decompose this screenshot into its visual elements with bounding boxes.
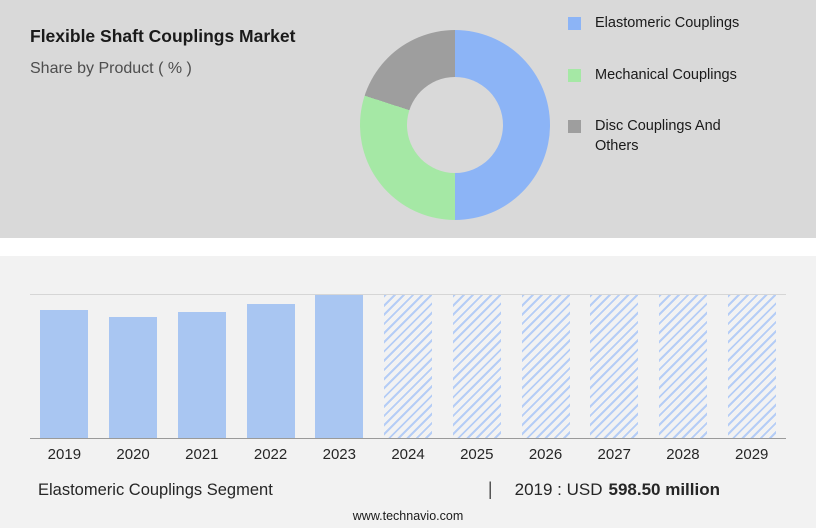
legend: Elastomeric Couplings Mechanical Couplin…: [568, 14, 767, 156]
value-bold: 598.50 million: [608, 480, 721, 499]
bar-label-2029: 2029: [735, 446, 769, 463]
bar-slot: [30, 295, 99, 438]
bar-2023: [315, 295, 364, 438]
legend-swatch-gray-icon: [568, 120, 581, 134]
bar-label-2028: 2028: [666, 446, 700, 463]
header: Flexible Shaft Couplings Market Share by…: [30, 26, 295, 78]
bar-labels-row: 2019 2020 2021 2022 2023 2024 2025 2026 2027 2028…: [30, 446, 786, 463]
bar-2029: [727, 295, 776, 438]
bar-slot: [649, 295, 718, 438]
bar-2019: [40, 310, 89, 438]
legend-label: Disc Couplings And Others: [595, 118, 721, 154]
bar-slot: [236, 295, 305, 438]
bar-label-2026: 2026: [528, 446, 563, 463]
bar-label-2020: 2020: [116, 446, 150, 463]
legend-label: Mechanical Couplings: [595, 66, 737, 83]
legend-swatch-blue-icon: [568, 17, 581, 30]
bar-slot: [374, 295, 443, 438]
bar-2022: [246, 304, 295, 438]
bar-slot: [511, 295, 580, 438]
summary-line: Elastomeric Couplings Segment | 2019 : U…: [0, 463, 816, 500]
bar-2026: [521, 295, 570, 438]
bar-2025: [452, 295, 501, 438]
segment-value-group: | 2019 : USD 598.50 million: [488, 479, 720, 500]
bar-label-2027: 2027: [597, 446, 631, 463]
bar-2021: [177, 312, 226, 438]
page-title: Flexible Shaft Couplings Market: [30, 26, 296, 46]
bar-2027: [590, 295, 639, 438]
page-subtitle: Share by Product ( % ): [30, 60, 192, 77]
bar-label-2019: 2019: [47, 446, 82, 463]
bar-2028: [658, 295, 707, 438]
segment-value: 2019 : USD 598.50 million: [515, 480, 720, 500]
bar-slot: [167, 295, 236, 438]
bar-slot: [580, 295, 649, 438]
bar-2024: [384, 295, 433, 438]
bar-slot: [717, 295, 786, 438]
bar-2020: [109, 317, 158, 438]
value-prefix: 2019 : USD: [514, 480, 603, 499]
bar-label-2022: 2022: [253, 446, 288, 463]
bottom-panel: 2019 2020 2021 2022 2023 2024 2025 2026 2027 2028…: [0, 256, 816, 528]
legend-item-mechanical: Mechanical Couplings: [568, 66, 767, 86]
donut-chart: [360, 30, 550, 220]
white-divider: [0, 238, 816, 256]
bar-label-2025: 2025: [460, 446, 494, 463]
top-panel: Flexible Shaft Couplings Market Share by…: [0, 0, 816, 238]
bars-row: [30, 294, 786, 439]
website-text: www.technavio.com: [352, 509, 464, 523]
bar-slot: [99, 295, 168, 438]
bar-label-2021: 2021: [185, 446, 219, 463]
legend-item-elastomeric: Elastomeric Couplings: [568, 14, 767, 34]
bar-slot: [305, 295, 374, 438]
segment-label: Elastomeric Couplings Segment: [38, 481, 273, 499]
bar-chart: 2019 2020 2021 2022 2023 2024 2025 2026 2027 2028…: [0, 256, 816, 463]
separator: |: [487, 479, 493, 499]
bar-label-2024: 2024: [391, 446, 425, 463]
bar-label-2023: 2023: [322, 446, 356, 463]
legend-item-disc-others: Disc Couplings And Others: [568, 117, 767, 156]
legend-swatch-green-icon: [568, 68, 581, 82]
legend-label: Elastomeric Couplings: [595, 15, 740, 31]
bar-slot: [442, 295, 511, 438]
